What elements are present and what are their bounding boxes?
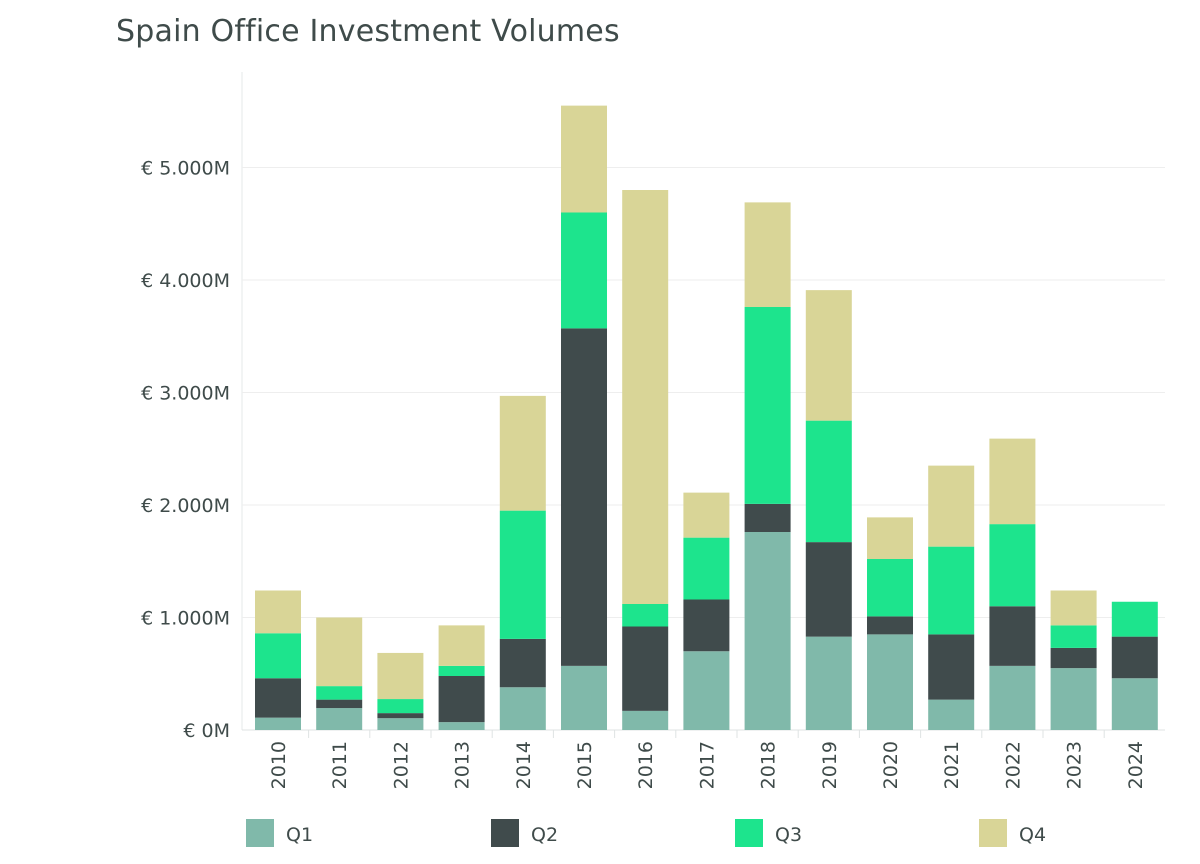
legend-swatch-q1: [246, 819, 274, 847]
bar-2013-q1[interactable]: [438, 722, 485, 730]
bar-2021-q1[interactable]: [928, 699, 975, 730]
bar-2015-q3[interactable]: [561, 212, 607, 329]
x-tick-label: 2010: [268, 741, 290, 789]
x-tick-label: 2018: [758, 741, 780, 789]
legend-label-q2: Q2: [531, 824, 558, 846]
bar-2017-q2[interactable]: [683, 599, 730, 652]
bar-2021-q4[interactable]: [928, 465, 975, 547]
legend-swatch-q3: [735, 819, 763, 847]
x-tick-label: 2016: [635, 741, 657, 789]
bar-2023-q1[interactable]: [1050, 668, 1097, 730]
bar-2022-q4[interactable]: [989, 438, 1036, 525]
bar-2020-q3[interactable]: [867, 559, 913, 617]
legend-swatch-q2: [491, 819, 519, 847]
bar-2023-q4[interactable]: [1050, 590, 1097, 626]
x-tick-label: 2024: [1125, 741, 1147, 789]
chart-title: Spain Office Investment Volumes: [116, 14, 620, 49]
bar-2017-q3[interactable]: [683, 537, 730, 600]
bar-2017-q1[interactable]: [683, 651, 730, 730]
x-tick-label: 2012: [390, 741, 412, 789]
bar-2010-q3[interactable]: [255, 633, 301, 679]
bar-2016-q1[interactable]: [622, 710, 669, 730]
bar-2022-q1[interactable]: [989, 665, 1036, 730]
bar-2020-q2[interactable]: [867, 616, 913, 635]
y-tick-label: € 4.000M: [141, 270, 230, 292]
bar-2024-q2[interactable]: [1111, 636, 1158, 679]
x-tick-label: 2019: [819, 741, 841, 789]
bar-2019-q4[interactable]: [805, 290, 852, 421]
bar-2014-q3[interactable]: [499, 510, 546, 639]
bar-2018-q2[interactable]: [744, 503, 791, 532]
bar-2012-q4[interactable]: [377, 652, 424, 700]
bar-2013-q3[interactable]: [438, 665, 485, 676]
bar-2019-q1[interactable]: [805, 636, 852, 730]
bar-2012-q2[interactable]: [377, 713, 424, 719]
bar-2015-q4[interactable]: [561, 105, 607, 213]
bar-2020-q1[interactable]: [867, 634, 913, 730]
x-tick-label: 2021: [941, 741, 963, 789]
legend-label-q3: Q3: [775, 824, 802, 846]
bar-2023-q2[interactable]: [1050, 647, 1097, 669]
bar-2010-q4[interactable]: [255, 590, 301, 634]
bar-2011-q3[interactable]: [316, 686, 363, 700]
bar-2011-q2[interactable]: [316, 699, 363, 709]
y-tick-label: € 5.000M: [141, 158, 230, 180]
bar-2012-q3[interactable]: [377, 699, 424, 714]
bar-2014-q4[interactable]: [499, 395, 546, 511]
x-tick-label: 2017: [696, 741, 718, 789]
bar-2018-q4[interactable]: [744, 202, 791, 307]
bar-2019-q2[interactable]: [805, 542, 852, 637]
bar-2024-q1[interactable]: [1111, 678, 1158, 730]
bar-2010-q1[interactable]: [255, 717, 301, 730]
bar-2013-q2[interactable]: [438, 676, 485, 723]
y-tick-label: € 1.000M: [141, 608, 230, 630]
y-tick-label: € 0M: [183, 720, 230, 742]
bar-2011-q1[interactable]: [316, 708, 363, 730]
bar-2013-q4[interactable]: [438, 625, 485, 666]
bar-2016-q4[interactable]: [622, 190, 669, 604]
bar-2019-q3[interactable]: [805, 420, 852, 543]
bar-2023-q3[interactable]: [1050, 625, 1097, 648]
bar-2018-q3[interactable]: [744, 307, 791, 504]
bar-2021-q3[interactable]: [928, 546, 975, 635]
x-tick-label: 2014: [513, 741, 535, 789]
bar-2021-q2[interactable]: [928, 634, 975, 700]
y-tick-label: € 2.000M: [141, 495, 230, 517]
x-tick-label: 2023: [1064, 741, 1086, 789]
y-tick-label: € 3.000M: [141, 383, 230, 405]
x-tick-label: 2020: [880, 741, 902, 789]
x-tick-label: 2015: [574, 741, 596, 789]
legend-swatch-q4: [979, 819, 1007, 847]
bar-2015-q2[interactable]: [561, 328, 607, 666]
bar-2022-q2[interactable]: [989, 606, 1036, 666]
x-tick-label: 2022: [1002, 741, 1024, 789]
bar-2010-q2[interactable]: [255, 678, 301, 718]
bar-2018-q1[interactable]: [744, 532, 791, 730]
x-tick-label: 2013: [452, 741, 474, 789]
bar-2020-q4[interactable]: [867, 517, 913, 559]
bar-2017-q4[interactable]: [683, 492, 730, 538]
bar-2022-q3[interactable]: [989, 524, 1036, 607]
bar-2015-q1[interactable]: [561, 665, 607, 730]
x-tick-label: 2011: [329, 741, 351, 789]
bar-2014-q2[interactable]: [499, 638, 546, 688]
bar-2016-q2[interactable]: [622, 626, 669, 711]
bar-2012-q1[interactable]: [377, 718, 424, 730]
bar-2024-q3[interactable]: [1111, 601, 1158, 637]
bar-2014-q1[interactable]: [499, 687, 546, 730]
bar-2016-q3[interactable]: [622, 604, 669, 627]
legend-label-q1: Q1: [286, 824, 313, 846]
legend-label-q4: Q4: [1019, 824, 1046, 846]
bar-2011-q4[interactable]: [316, 617, 363, 687]
